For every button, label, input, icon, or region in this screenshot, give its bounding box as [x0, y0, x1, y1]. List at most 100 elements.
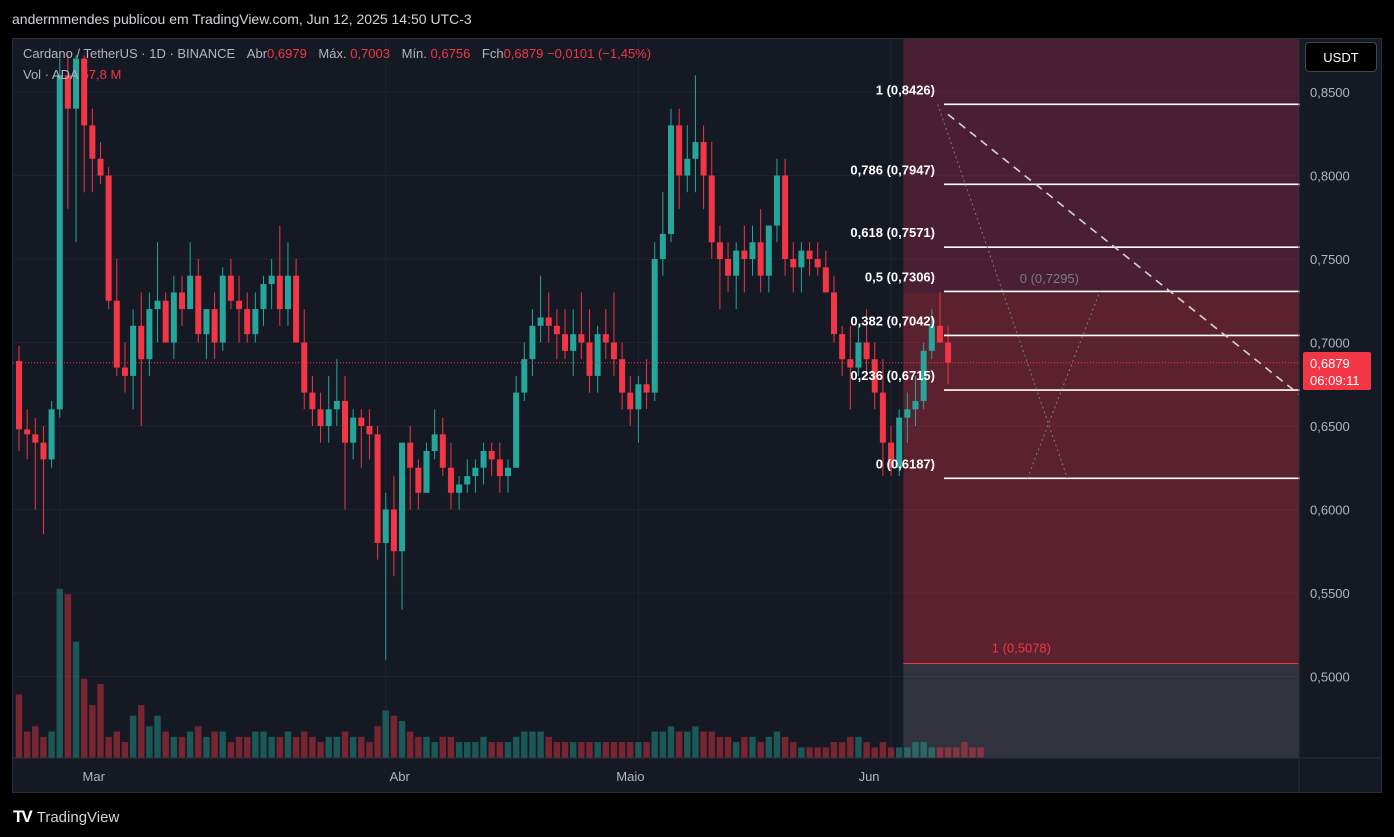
candle-body[interactable]	[798, 250, 805, 268]
candle-body[interactable]	[733, 250, 740, 276]
candle-body[interactable]	[56, 75, 63, 410]
candle-body[interactable]	[676, 125, 683, 176]
candle-body[interactable]	[896, 417, 903, 468]
candle-body[interactable]	[928, 325, 935, 351]
currency-button[interactable]: USDT	[1305, 42, 1377, 72]
candle-body[interactable]	[562, 334, 569, 351]
candle-body[interactable]	[839, 334, 846, 360]
candle-body[interactable]	[431, 434, 438, 452]
candle-body[interactable]	[187, 275, 194, 310]
candle-body[interactable]	[89, 125, 96, 159]
trend-line[interactable]	[947, 113, 1300, 395]
candle-body[interactable]	[276, 275, 283, 310]
candle-body[interactable]	[407, 442, 414, 468]
candle-body[interactable]	[545, 317, 552, 326]
candle-body[interactable]	[456, 484, 463, 493]
candle-body[interactable]	[741, 250, 748, 259]
candle-body[interactable]	[309, 392, 316, 410]
candle-body[interactable]	[725, 259, 732, 276]
candle-body[interactable]	[301, 342, 308, 393]
candle-body[interactable]	[342, 400, 348, 443]
candle-body[interactable]	[871, 359, 878, 393]
candle-body[interactable]	[227, 275, 234, 301]
candle-body[interactable]	[366, 426, 373, 435]
candle-body[interactable]	[773, 175, 780, 226]
candle-body[interactable]	[472, 467, 479, 477]
candle-body[interactable]	[635, 384, 642, 410]
candle-body[interactable]	[40, 442, 47, 460]
candle-body[interactable]	[97, 158, 104, 176]
candle-body[interactable]	[170, 292, 177, 343]
candle-body[interactable]	[284, 275, 291, 310]
candle-body[interactable]	[488, 451, 495, 460]
candle-body[interactable]	[806, 250, 813, 259]
candle-body[interactable]	[325, 409, 332, 426]
candle-body[interactable]	[219, 275, 226, 343]
candle-body[interactable]	[505, 467, 511, 477]
candle-body[interactable]	[586, 342, 593, 376]
candle-body[interactable]	[749, 242, 756, 259]
candle-body[interactable]	[293, 275, 300, 343]
candle-body[interactable]	[888, 442, 895, 468]
candle-body[interactable]	[855, 342, 862, 368]
candle-body[interactable]	[179, 292, 185, 310]
candle-body[interactable]	[553, 325, 560, 335]
candle-body[interactable]	[627, 392, 634, 410]
candle-body[interactable]	[814, 259, 821, 268]
candle-body[interactable]	[73, 58, 80, 109]
candle-body[interactable]	[920, 350, 927, 401]
candle-body[interactable]	[154, 300, 161, 310]
candle-body[interactable]	[260, 284, 267, 310]
candle-body[interactable]	[847, 359, 854, 368]
candle-body[interactable]	[447, 467, 454, 493]
candle-body[interactable]	[765, 225, 772, 276]
candle-body[interactable]	[138, 325, 145, 360]
candle-body[interactable]	[358, 417, 365, 426]
candle-body[interactable]	[912, 400, 919, 410]
candle-body[interactable]	[496, 459, 503, 477]
candle-body[interactable]	[757, 242, 764, 276]
candle-body[interactable]	[684, 158, 691, 176]
candle-body[interactable]	[162, 300, 169, 343]
price-chart[interactable]: 1 (0,5078) 0 (0,7295) 1 (0,8426) 0,786 (0,7…	[13, 39, 1381, 792]
candle-body[interactable]	[268, 275, 275, 285]
candle-body[interactable]	[350, 417, 357, 443]
candle-body[interactable]	[708, 175, 715, 243]
candle-body[interactable]	[146, 309, 153, 360]
candle-body[interactable]	[610, 342, 617, 360]
candle-body[interactable]	[831, 292, 837, 335]
candle-body[interactable]	[521, 359, 528, 393]
candle-body[interactable]	[668, 125, 674, 234]
candle-body[interactable]	[945, 342, 952, 363]
candle-body[interactable]	[863, 342, 870, 360]
candle-body[interactable]	[790, 259, 797, 268]
candle-body[interactable]	[203, 309, 210, 335]
candle-body[interactable]	[399, 442, 406, 552]
candle-body[interactable]	[130, 325, 137, 376]
candle-body[interactable]	[782, 175, 789, 260]
symbol-title[interactable]: Cardano / TetherUS · 1D · BINANCE	[23, 46, 236, 61]
candle-body[interactable]	[252, 309, 259, 335]
candle-body[interactable]	[81, 58, 88, 126]
candle-body[interactable]	[570, 334, 577, 351]
candle-body[interactable]	[879, 392, 886, 443]
candle-body[interactable]	[692, 142, 699, 159]
chart-panel[interactable]: 1 (0,5078) 0 (0,7295) 1 (0,8426) 0,786 (0,7…	[12, 38, 1382, 793]
candle-body[interactable]	[480, 451, 487, 468]
candle-body[interactable]	[415, 467, 422, 493]
candle-body[interactable]	[374, 434, 381, 543]
candle-body[interactable]	[904, 409, 911, 418]
candle-body[interactable]	[317, 409, 324, 426]
candle-body[interactable]	[16, 360, 22, 430]
candle-body[interactable]	[113, 300, 120, 368]
candle-body[interactable]	[333, 400, 340, 410]
candle-body[interactable]	[529, 325, 536, 360]
candle-body[interactable]	[211, 309, 218, 343]
tradingview-brand[interactable]: TV TradingView	[13, 807, 119, 827]
candle-body[interactable]	[48, 409, 55, 460]
candle-body[interactable]	[936, 325, 943, 343]
candle-body[interactable]	[244, 309, 251, 335]
candle-body[interactable]	[24, 429, 31, 435]
candle-body[interactable]	[105, 175, 112, 301]
candle-body[interactable]	[619, 359, 626, 393]
